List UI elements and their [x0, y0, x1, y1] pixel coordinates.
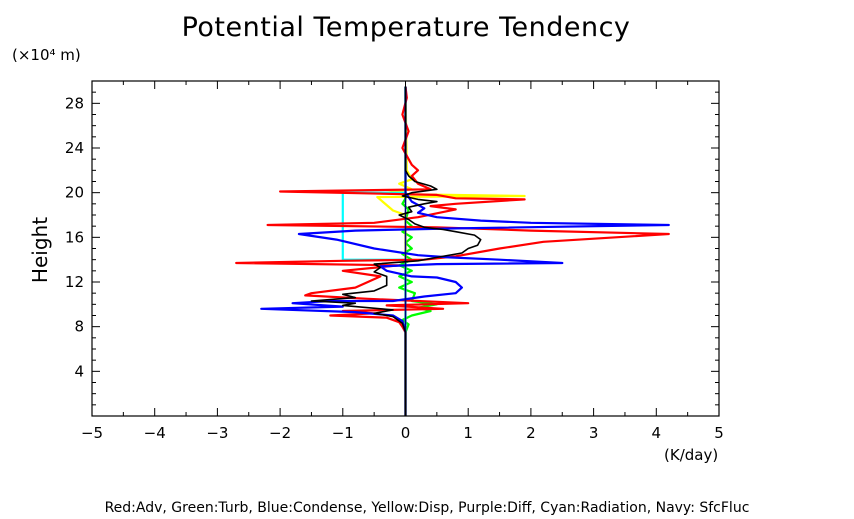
x-tick-label: −3 [206, 424, 228, 442]
x-tick-label: −1 [332, 424, 354, 442]
y-tick-label: 20 [65, 184, 84, 202]
x-tick-label: 4 [652, 424, 662, 442]
series-line-turb [398, 86, 438, 416]
x-axis-unit: (K/day) [664, 446, 719, 464]
series-line-condense [260, 86, 670, 416]
y-tick-label: 8 [74, 318, 84, 336]
y-tick-label: 24 [65, 139, 84, 157]
chart-title: Potential Temperature Tendency [181, 12, 631, 43]
series-line-total [310, 86, 482, 416]
y-axis-unit: (×10⁴ m) [12, 46, 81, 64]
x-tick-label: 0 [401, 424, 411, 442]
x-tick-label: 2 [526, 424, 536, 442]
x-tick-label: −5 [81, 424, 103, 442]
y-tick-label: 4 [74, 362, 84, 380]
x-tick-label: 1 [463, 424, 473, 442]
series-line-adv [235, 86, 670, 416]
x-tick-label: −4 [144, 424, 166, 442]
x-tick-label: 3 [589, 424, 599, 442]
legend-caption: Red:Adv, Green:Turb, Blue:Condense, Yell… [104, 500, 750, 516]
y-tick-label: 28 [65, 94, 84, 112]
x-tick-label: 5 [714, 424, 724, 442]
x-tick-label: −2 [269, 424, 291, 442]
series-layer [235, 86, 670, 416]
y-tick-label: 12 [65, 273, 84, 291]
y-tick-label: 16 [65, 228, 84, 246]
